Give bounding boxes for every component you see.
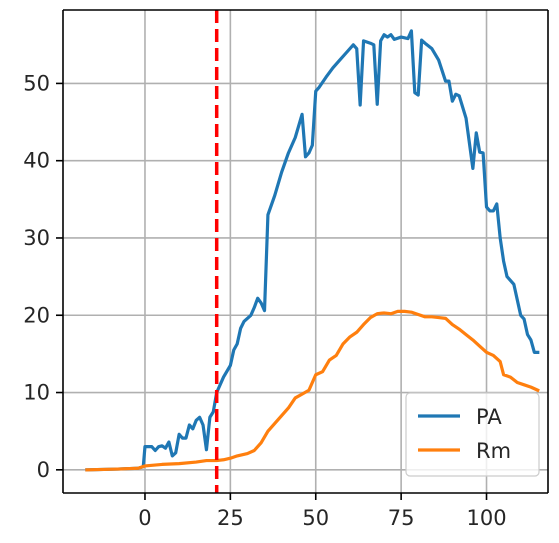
- y-tick-label: 10: [23, 381, 50, 405]
- x-tick-label: 50: [302, 506, 329, 530]
- x-tick-label: 25: [217, 506, 244, 530]
- legend-box: [405, 392, 540, 477]
- y-tick-label: 0: [37, 458, 50, 482]
- y-tick-label: 30: [23, 226, 50, 250]
- series-line-rm: [85, 309, 540, 472]
- x-tick-label: 0: [138, 506, 151, 530]
- series-line-pa: [85, 29, 540, 472]
- axes-frame: 0 25 50 75 100 0 10 20 30 40 50: [23, 9, 549, 530]
- x-tick-label: 75: [388, 506, 415, 530]
- legend-label-pa: PA: [476, 405, 502, 429]
- x-tick-label: 100: [466, 506, 506, 530]
- y-tick-label: 40: [23, 149, 50, 173]
- y-tick-label: 50: [23, 71, 50, 95]
- legend-label-rm: Rm: [476, 439, 511, 463]
- legend: PA Rm: [405, 392, 540, 477]
- y-tick-label: 20: [23, 303, 50, 327]
